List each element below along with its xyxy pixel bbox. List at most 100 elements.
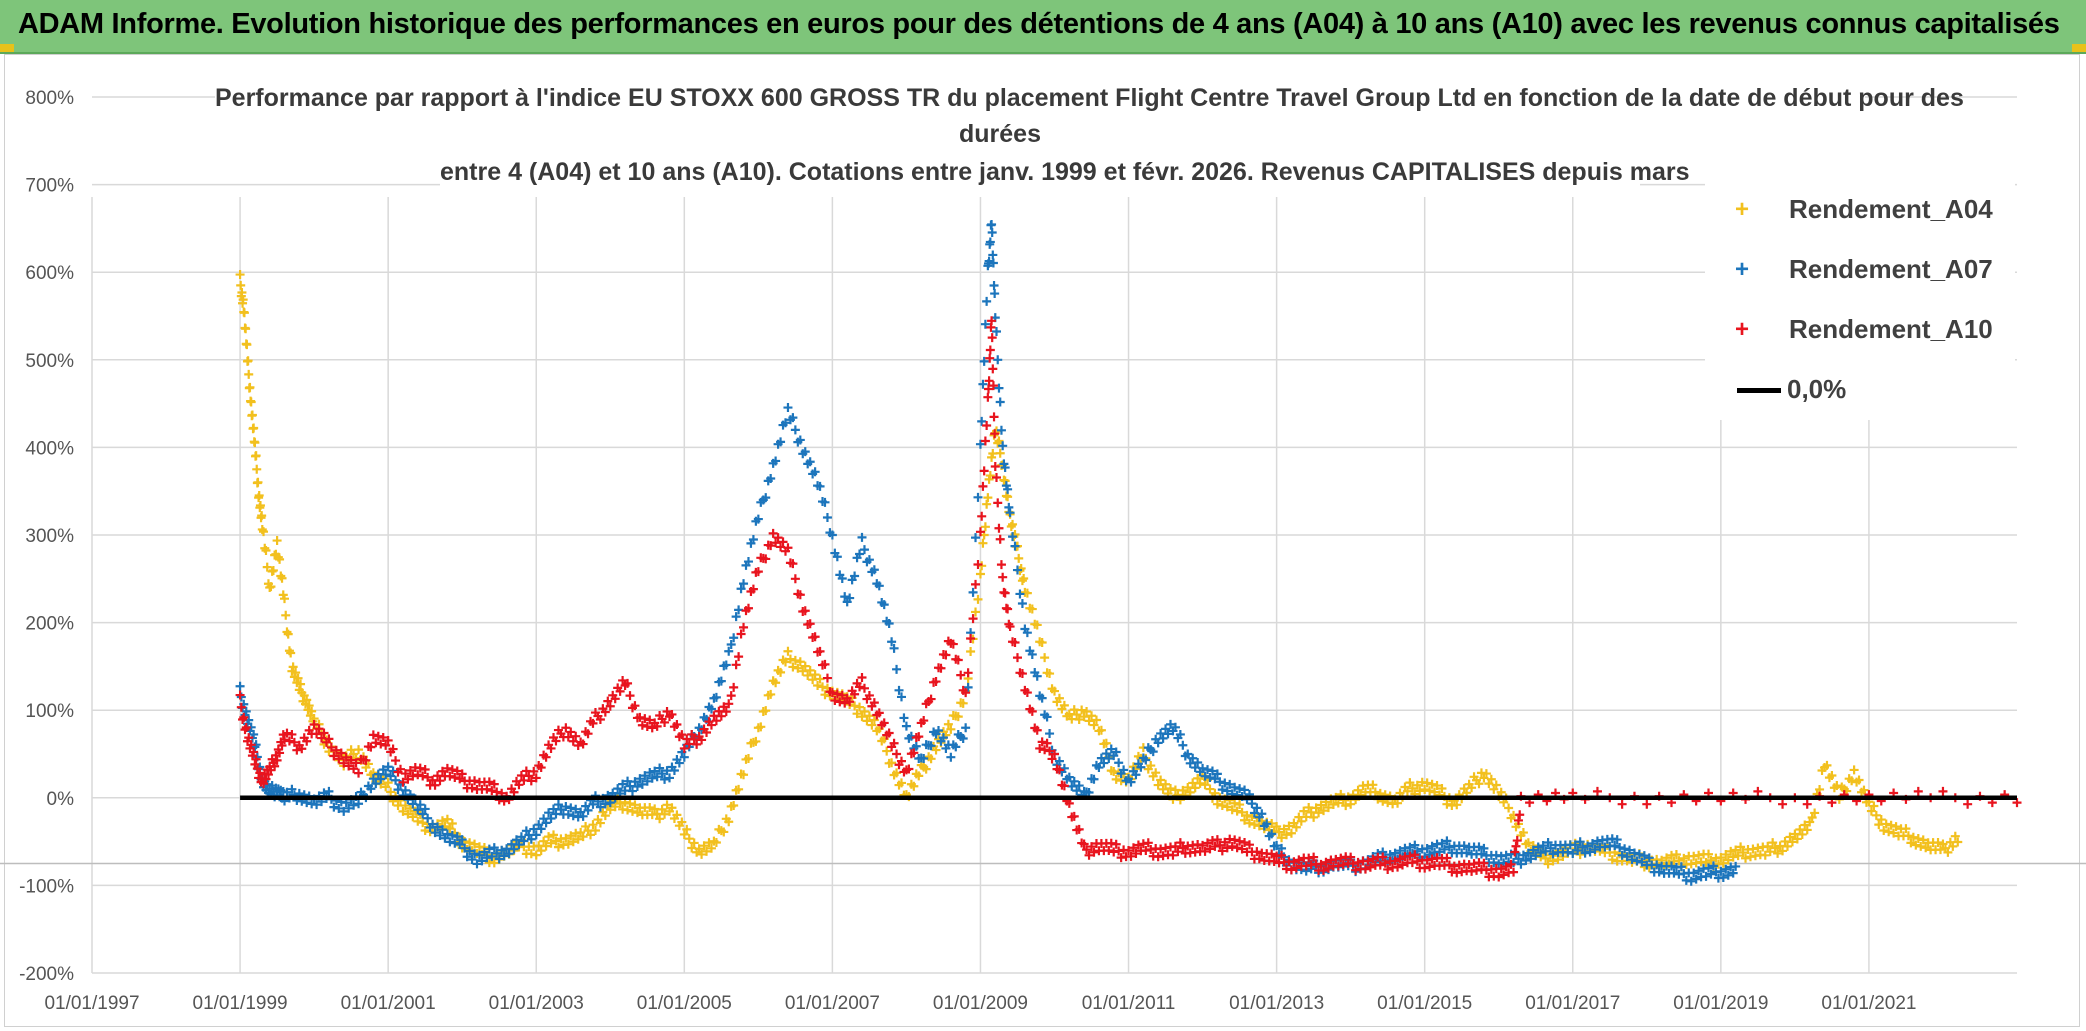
data-point bbox=[1578, 842, 1588, 852]
data-point bbox=[1405, 851, 1415, 861]
data-point bbox=[859, 707, 869, 717]
data-point bbox=[437, 825, 447, 835]
data-point bbox=[953, 712, 963, 722]
data-point bbox=[282, 728, 292, 738]
banner-corner-right bbox=[2072, 44, 2086, 52]
legend-item-a10: + Rendement_A10 bbox=[1705, 310, 2015, 350]
data-point bbox=[1272, 821, 1282, 831]
data-point bbox=[361, 755, 371, 765]
data-point bbox=[383, 778, 393, 788]
data-point bbox=[1731, 845, 1741, 855]
data-point bbox=[985, 353, 995, 363]
data-point bbox=[1089, 774, 1099, 784]
data-point bbox=[376, 774, 386, 784]
data-point bbox=[992, 327, 1001, 336]
data-point bbox=[388, 766, 398, 776]
data-point bbox=[1583, 841, 1593, 851]
data-point bbox=[934, 726, 944, 735]
data-point bbox=[627, 806, 637, 816]
data-point bbox=[790, 425, 800, 435]
data-point bbox=[287, 729, 297, 739]
data-point bbox=[1481, 769, 1491, 779]
data-point bbox=[1193, 773, 1203, 783]
data-point bbox=[623, 805, 633, 815]
data-point bbox=[845, 697, 855, 707]
data-point bbox=[1277, 850, 1287, 860]
data-point bbox=[1590, 844, 1600, 854]
data-point bbox=[1871, 810, 1881, 820]
data-point bbox=[531, 773, 541, 783]
data-point bbox=[1183, 749, 1193, 759]
data-point bbox=[963, 682, 973, 692]
data-point bbox=[805, 619, 815, 629]
data-point bbox=[457, 769, 467, 779]
data-point bbox=[697, 849, 707, 859]
data-point bbox=[1012, 565, 1022, 575]
data-point bbox=[989, 412, 999, 422]
data-point bbox=[1432, 781, 1442, 791]
data-point bbox=[1866, 806, 1876, 816]
data-point bbox=[776, 437, 786, 447]
data-point bbox=[1059, 781, 1069, 791]
data-point bbox=[1526, 854, 1536, 864]
data-point bbox=[307, 706, 317, 716]
data-point bbox=[1807, 813, 1817, 823]
banner-corner-left bbox=[0, 44, 14, 52]
data-point bbox=[983, 384, 993, 394]
data-point bbox=[297, 744, 307, 754]
data-point bbox=[549, 830, 559, 840]
y-tick-label: 400% bbox=[25, 438, 74, 459]
data-point bbox=[938, 733, 948, 743]
data-point bbox=[1444, 860, 1454, 870]
data-point bbox=[672, 810, 682, 820]
data-point bbox=[1420, 784, 1430, 794]
data-point bbox=[368, 730, 378, 740]
data-point bbox=[882, 746, 892, 756]
data-point bbox=[314, 724, 324, 734]
data-point bbox=[958, 698, 968, 708]
data-point bbox=[1536, 848, 1546, 858]
data-point bbox=[546, 814, 556, 824]
data-point bbox=[1244, 818, 1254, 828]
data-point bbox=[1212, 835, 1222, 845]
data-point bbox=[302, 695, 312, 705]
data-point bbox=[1104, 846, 1114, 855]
data-point bbox=[239, 712, 249, 722]
data-point bbox=[901, 721, 911, 731]
data-point bbox=[536, 846, 546, 856]
data-point bbox=[255, 501, 265, 511]
data-point bbox=[630, 701, 640, 711]
data-point bbox=[948, 639, 958, 649]
data-point bbox=[445, 771, 455, 781]
data-point bbox=[961, 688, 971, 698]
data-point bbox=[415, 800, 425, 810]
data-point bbox=[632, 782, 642, 792]
data-point bbox=[1622, 852, 1632, 862]
data-point bbox=[413, 816, 423, 826]
data-point bbox=[1096, 725, 1106, 735]
data-point bbox=[982, 296, 992, 306]
data-point bbox=[462, 852, 472, 862]
data-point bbox=[531, 830, 541, 840]
data-point bbox=[994, 436, 1004, 446]
data-point bbox=[541, 841, 551, 851]
data-point bbox=[766, 689, 776, 699]
data-point bbox=[766, 473, 776, 483]
data-point bbox=[246, 740, 256, 750]
x-tick-label: 01/01/2017 bbox=[1525, 993, 1620, 1014]
data-point bbox=[1050, 749, 1059, 759]
data-point bbox=[618, 675, 628, 685]
data-point bbox=[1921, 843, 1931, 853]
data-point bbox=[1479, 858, 1489, 868]
data-point bbox=[391, 756, 401, 766]
data-point bbox=[985, 345, 995, 355]
data-point bbox=[1003, 484, 1013, 494]
data-point bbox=[1368, 854, 1378, 864]
data-point bbox=[1203, 838, 1213, 848]
legend-item-a04: + Rendement_A04 bbox=[1705, 190, 2015, 230]
y-tick-label: 700% bbox=[25, 176, 74, 197]
data-point bbox=[756, 722, 766, 732]
data-point bbox=[1158, 733, 1168, 743]
data-point bbox=[1346, 799, 1356, 809]
